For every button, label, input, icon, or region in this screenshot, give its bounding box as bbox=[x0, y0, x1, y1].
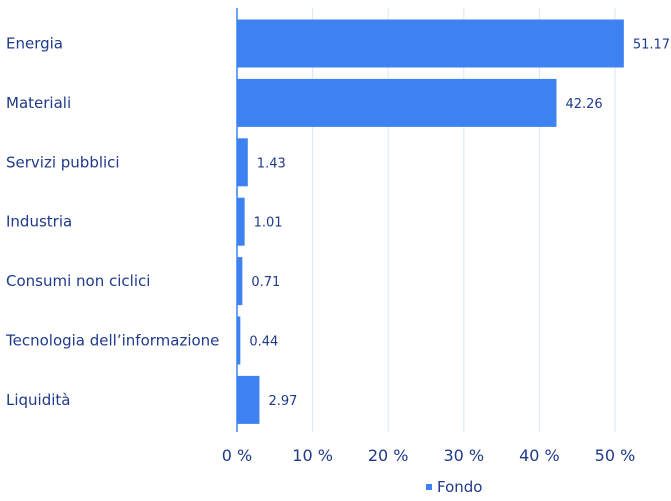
legend-swatch-fondo bbox=[426, 484, 432, 490]
value-label-6: 2.97 bbox=[268, 394, 297, 409]
value-label-1: 42.26 bbox=[565, 97, 602, 112]
legend-label-fondo: Fondo bbox=[437, 478, 482, 496]
bar-4[interactable] bbox=[237, 257, 243, 306]
value-label-0: 51.17 bbox=[633, 38, 670, 53]
value-labels: 51.17 42.26 1.43 1.01 0.71 0.44 2.97 bbox=[249, 38, 670, 409]
bar-0[interactable] bbox=[237, 19, 624, 68]
legend[interactable]: Fondo bbox=[426, 478, 482, 496]
x-tick-label-40: 40 % bbox=[519, 446, 560, 465]
category-label-2: Servizi pubblici bbox=[6, 153, 120, 171]
bar-5[interactable] bbox=[237, 316, 241, 365]
value-label-5: 0.44 bbox=[249, 335, 278, 350]
x-tick-label-10: 10 % bbox=[292, 446, 333, 465]
bar-2[interactable] bbox=[237, 138, 248, 187]
category-label-1: Materiali bbox=[6, 94, 71, 112]
x-axis-tick-labels: 0 % 10 % 20 % 30 % 40 % 50 % bbox=[222, 446, 636, 465]
x-tick-label-0: 0 % bbox=[222, 446, 252, 465]
value-label-4: 0.71 bbox=[251, 275, 280, 290]
value-label-3: 1.01 bbox=[254, 216, 283, 231]
x-tick-label-30: 30 % bbox=[443, 446, 484, 465]
category-labels: Energia Materiali Servizi pubblici Industri… bbox=[5, 35, 219, 409]
x-tick-label-20: 20 % bbox=[368, 446, 409, 465]
bar-group bbox=[237, 19, 624, 424]
bar-6[interactable] bbox=[237, 375, 260, 424]
category-label-5: Tecnologia dell’informazione bbox=[5, 332, 219, 350]
x-tick-label-50: 50 % bbox=[595, 446, 636, 465]
category-label-3: Industria bbox=[6, 213, 72, 231]
grid-lines bbox=[312, 8, 616, 432]
category-label-4: Consumi non ciclici bbox=[6, 272, 150, 290]
category-label-0: Energia bbox=[6, 35, 63, 53]
bar-3[interactable] bbox=[237, 197, 245, 246]
category-label-6: Liquidità bbox=[6, 391, 70, 409]
bar-1[interactable] bbox=[237, 78, 557, 127]
value-label-2: 1.43 bbox=[257, 156, 286, 171]
